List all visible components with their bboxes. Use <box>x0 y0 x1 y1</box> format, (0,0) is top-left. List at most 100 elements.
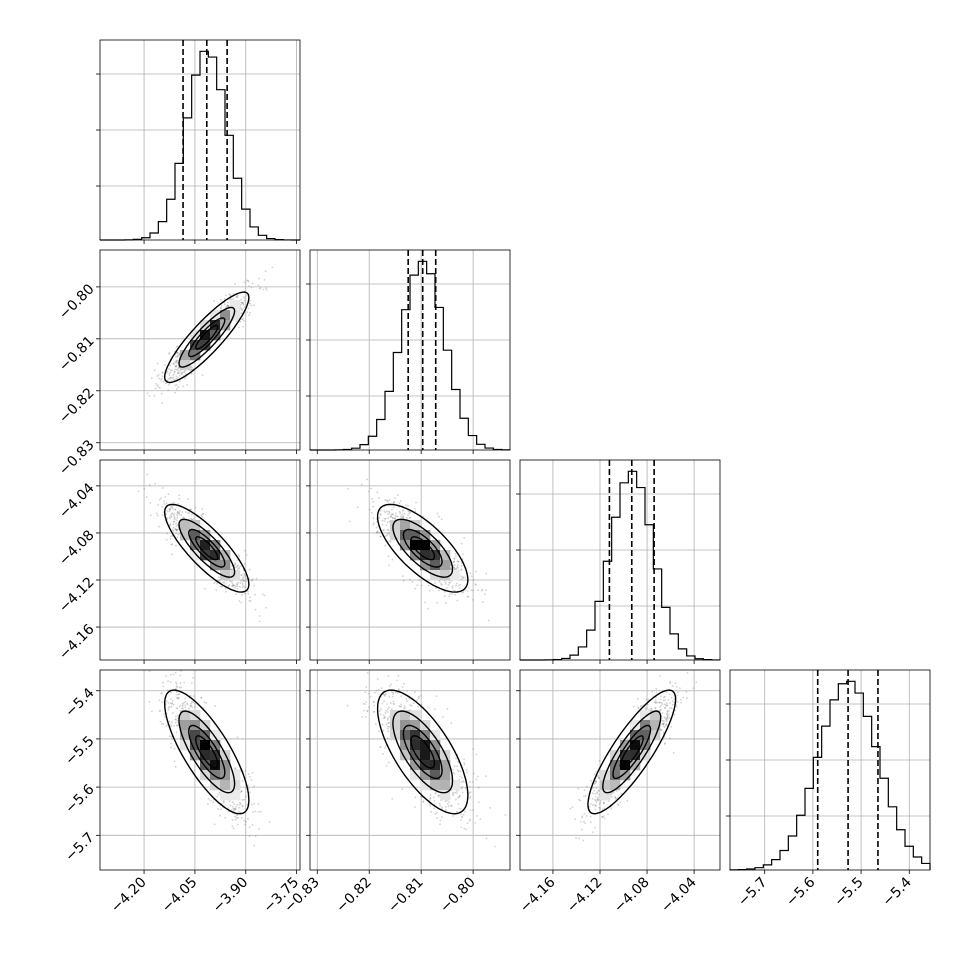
density-cell <box>200 730 211 741</box>
sample-point <box>175 368 178 371</box>
density-cell <box>430 730 441 741</box>
sample-point <box>365 715 367 718</box>
sample-point <box>166 689 169 692</box>
sample-point <box>610 795 613 798</box>
sample-point <box>611 792 613 794</box>
sample-point <box>227 585 230 588</box>
sample-point <box>170 505 173 508</box>
sample-point <box>384 692 387 695</box>
sample-point <box>178 511 180 514</box>
sample-point <box>640 705 643 707</box>
sample-point <box>397 494 399 497</box>
sample-point <box>665 691 668 693</box>
sample-point <box>373 522 375 525</box>
sample-point <box>429 797 432 800</box>
sample-point <box>455 584 457 587</box>
sample-point <box>450 804 453 807</box>
sample-point <box>655 687 658 690</box>
sample-point <box>242 580 245 582</box>
sample-point <box>434 813 437 815</box>
sample-point <box>253 844 256 847</box>
sample-point <box>432 796 435 798</box>
sample-point <box>216 795 219 798</box>
sample-point <box>155 382 158 385</box>
density-cell <box>620 750 631 761</box>
sample-point <box>159 720 162 723</box>
sample-point <box>167 702 170 704</box>
sample-point <box>176 686 179 689</box>
sample-point <box>387 706 390 709</box>
sample-point <box>383 510 386 513</box>
sample-point <box>481 588 484 591</box>
sample-point <box>174 360 177 363</box>
sample-point <box>189 368 192 370</box>
sample-point <box>180 686 183 689</box>
sample-point <box>465 768 468 771</box>
sample-point <box>363 709 365 712</box>
density-cell <box>390 520 401 531</box>
sample-point <box>378 496 380 499</box>
sample-point <box>241 584 244 586</box>
sample-point <box>161 691 163 694</box>
sample-point <box>178 494 181 497</box>
sample-point <box>175 375 178 378</box>
panel-frame <box>309 669 511 871</box>
sample-point <box>214 705 217 707</box>
sample-point <box>390 515 392 518</box>
density-cell <box>210 730 221 741</box>
contour-level-2 <box>612 724 652 780</box>
sample-point <box>183 681 186 684</box>
sample-point <box>175 522 177 525</box>
sample-point <box>394 512 397 514</box>
sample-point <box>667 699 670 702</box>
sample-point <box>229 580 232 583</box>
sample-point <box>257 811 260 813</box>
sample-point <box>632 705 635 708</box>
sample-point <box>669 702 671 704</box>
sample-point <box>241 302 244 305</box>
sample-point <box>235 808 237 811</box>
density-cell <box>630 740 641 751</box>
sample-point <box>172 374 175 377</box>
sample-point <box>388 725 390 728</box>
sample-point <box>213 300 216 302</box>
sample-point <box>669 681 672 683</box>
density-cell <box>210 330 221 341</box>
sample-point <box>176 516 179 519</box>
density-cell <box>230 310 241 321</box>
contour-level-3 <box>195 536 219 561</box>
sample-point <box>169 377 172 379</box>
sample-point <box>472 579 475 581</box>
sample-point <box>235 295 238 298</box>
sample-point <box>463 810 466 813</box>
sample-point <box>172 508 174 510</box>
scatter-panel-p3-vs-p0: −5.7−5.6−5.5−5.4−4.20 −4.05 −3.90 −3.75 <box>62 669 302 916</box>
x-tick-label: −4.16 <box>517 874 559 916</box>
sample-point <box>248 600 251 602</box>
sample-point <box>485 572 488 575</box>
sample-point <box>418 579 421 581</box>
sample-point <box>160 497 162 499</box>
sample-point <box>669 682 672 685</box>
sample-point <box>173 373 175 375</box>
sample-point <box>449 581 452 584</box>
sample-point <box>387 667 389 669</box>
sample-point <box>179 509 181 512</box>
sample-point <box>234 562 237 565</box>
sample-point <box>190 704 193 707</box>
sample-point <box>227 305 230 308</box>
sample-point <box>379 746 382 748</box>
sample-point <box>222 800 225 803</box>
sample-point <box>390 515 392 518</box>
sample-point <box>378 710 381 713</box>
sample-point <box>200 696 203 699</box>
sample-point <box>181 702 184 705</box>
sample-point <box>167 680 170 683</box>
sample-point <box>475 753 478 756</box>
sample-point <box>401 510 404 512</box>
sample-point <box>163 503 166 505</box>
sample-point <box>435 791 437 794</box>
sample-point <box>438 802 441 805</box>
sample-point <box>577 787 580 790</box>
sample-point <box>403 705 406 707</box>
